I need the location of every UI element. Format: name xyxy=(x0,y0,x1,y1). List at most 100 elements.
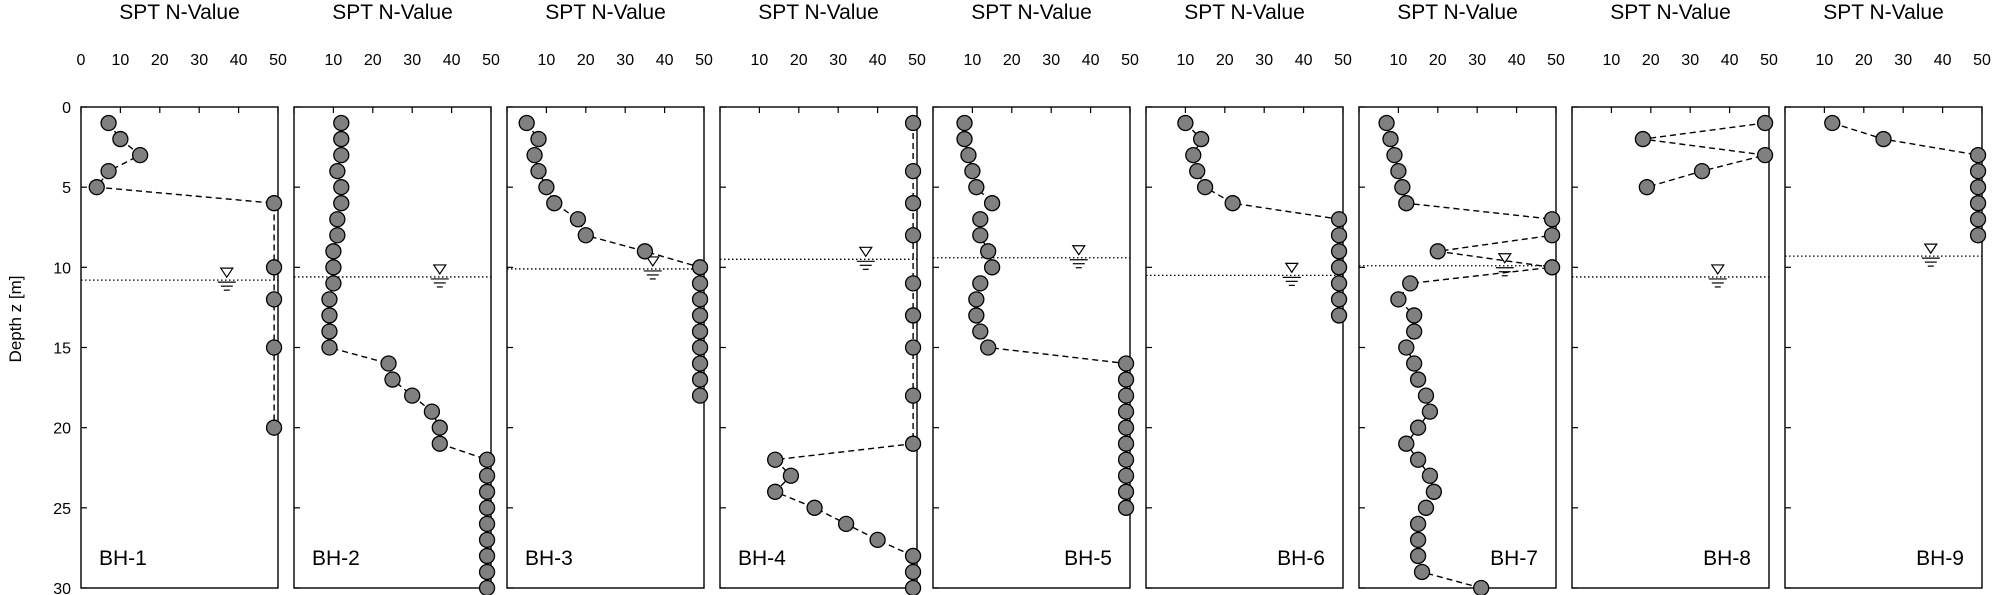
plot-frame xyxy=(1571,106,1770,589)
plot-frame xyxy=(932,106,1131,589)
x-tick-label: 20 xyxy=(1642,52,1660,69)
data-point xyxy=(1969,195,1987,212)
data-point xyxy=(478,579,496,595)
plot-frame xyxy=(1145,106,1344,589)
panel-bh-3: SPT N-Value 10 20 30 40 50 BH-3 xyxy=(506,1,713,589)
y-tick-label: 20 xyxy=(53,421,71,438)
data-point xyxy=(1875,130,1892,148)
data-point xyxy=(1634,130,1652,148)
series-line xyxy=(328,123,488,588)
data-point xyxy=(321,339,338,356)
data-point xyxy=(968,291,985,308)
series-line xyxy=(526,122,701,396)
data-point xyxy=(1117,483,1135,500)
data-point xyxy=(1406,307,1423,324)
data-point xyxy=(1117,419,1135,436)
data-point xyxy=(518,114,535,132)
data-point xyxy=(265,291,283,308)
x-tick-label: 40 xyxy=(1295,52,1313,69)
data-point xyxy=(1117,387,1135,404)
data-point xyxy=(691,275,709,292)
data-point xyxy=(329,162,346,180)
y-tick-label: 5 xyxy=(62,180,71,197)
data-point xyxy=(1193,130,1210,148)
data-point xyxy=(88,179,105,196)
data-point xyxy=(904,195,922,212)
data-point xyxy=(1196,179,1214,196)
data-point xyxy=(1398,435,1415,452)
data-point xyxy=(1543,211,1561,228)
data-point xyxy=(1409,515,1427,533)
x-tick-label: 30 xyxy=(190,52,208,69)
data-point xyxy=(1117,467,1135,484)
data-point xyxy=(1409,419,1427,436)
data-point xyxy=(691,355,709,372)
borehole-label: BH-3 xyxy=(525,547,573,570)
data-point xyxy=(478,467,496,484)
x-tick-label: 40 xyxy=(869,52,887,69)
x-tick-label: 30 xyxy=(1255,52,1273,69)
data-point xyxy=(1421,403,1439,420)
data-point xyxy=(530,130,547,148)
x-tick-label: 50 xyxy=(1121,52,1139,69)
data-point xyxy=(972,323,989,340)
data-point xyxy=(1117,499,1135,516)
panel-bh-2: SPT N-Value 10 20 30 40 50 BH-2 xyxy=(293,1,500,595)
y-tick-label: 25 xyxy=(53,501,71,518)
panel-title: SPT N-Value xyxy=(332,1,453,24)
data-point xyxy=(1330,307,1348,324)
data-point xyxy=(972,211,989,228)
data-point xyxy=(380,355,397,372)
plot-frame xyxy=(1358,106,1557,589)
data-point xyxy=(1330,275,1348,292)
x-tick-label: 50 xyxy=(908,52,926,69)
data-point xyxy=(1382,130,1399,148)
data-point xyxy=(100,162,117,180)
data-point xyxy=(1330,259,1348,276)
series-line xyxy=(1642,122,1766,188)
data-point xyxy=(112,130,129,148)
data-point xyxy=(1969,162,1987,180)
x-tick-label: 20 xyxy=(364,52,382,69)
data-point xyxy=(478,499,496,516)
data-point xyxy=(478,451,496,468)
data-point xyxy=(904,162,922,180)
data-point xyxy=(691,339,709,356)
borehole-label: BH-5 xyxy=(1064,547,1112,570)
data-point xyxy=(964,162,981,180)
x-tick-label: 20 xyxy=(577,52,595,69)
x-tick-label: 20 xyxy=(790,52,808,69)
data-point xyxy=(1177,114,1194,132)
data-point xyxy=(100,114,117,132)
panel-bh-6: SPT N-Value 10 20 30 40 50 BH-6 xyxy=(1145,1,1352,589)
data-point xyxy=(1409,451,1427,468)
plot-frame xyxy=(719,106,918,589)
plot-frame xyxy=(506,106,705,589)
data-point xyxy=(806,499,823,516)
data-point xyxy=(329,211,346,228)
borehole-label: BH-1 xyxy=(99,547,147,570)
data-point xyxy=(904,114,922,132)
x-tick-label: 50 xyxy=(1973,52,1991,69)
data-point xyxy=(478,531,496,549)
data-point xyxy=(321,307,338,324)
x-tick-label: 30 xyxy=(1468,52,1486,69)
x-tick-label: 50 xyxy=(269,52,287,69)
x-tick-label: 10 xyxy=(325,52,343,69)
data-point xyxy=(384,371,401,388)
data-point xyxy=(1756,114,1774,132)
data-point xyxy=(569,211,587,228)
data-point xyxy=(1969,211,1987,228)
data-point xyxy=(691,307,709,324)
data-point xyxy=(1330,243,1348,260)
panel-title: SPT N-Value xyxy=(1184,1,1305,24)
data-point xyxy=(577,227,594,244)
data-point xyxy=(321,291,338,308)
data-point xyxy=(1425,483,1443,500)
data-point xyxy=(691,291,709,308)
borehole-label: BH-8 xyxy=(1703,547,1751,570)
data-point xyxy=(1402,275,1419,292)
y-tick-label: 30 xyxy=(53,581,71,595)
data-point xyxy=(1117,355,1135,372)
